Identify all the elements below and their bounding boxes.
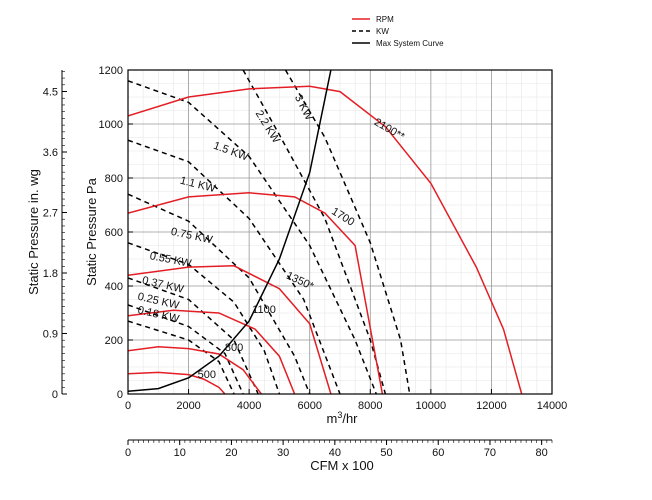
- rpm-curve-label: 1350*: [284, 270, 316, 293]
- system-curve: [128, 70, 332, 393]
- legend-label: KW: [376, 27, 389, 36]
- kw-curve-label: 3 KW: [292, 93, 315, 123]
- kw-curve-label: 2.2 KW: [253, 108, 283, 145]
- rpm-curve-label: 2100**: [372, 116, 407, 143]
- x-tick-label: 2000: [176, 400, 200, 412]
- rpm-curve-label: 1100: [252, 304, 276, 316]
- secondary-y-tick-label: 4.5: [43, 87, 58, 99]
- rpm-curve: [128, 309, 296, 394]
- plot-frame: [127, 69, 553, 395]
- rpm-curve: [128, 192, 384, 394]
- y-axis-title: Static Pressure Pa: [84, 177, 99, 285]
- y-tick-label: 1200: [99, 65, 123, 77]
- x-axis-title: m3/hrm³/hr: [326, 410, 358, 426]
- y-tick-label: 600: [105, 227, 123, 239]
- y-tick-label: 1000: [99, 119, 123, 131]
- secondary-y-tick-label: 0.9: [43, 329, 58, 341]
- kw-curve: [128, 277, 259, 394]
- y-tick-label: 0: [117, 389, 123, 401]
- legend-label: Max System Curve: [376, 39, 444, 48]
- kw-curve: [284, 70, 411, 394]
- y-tick-label: 200: [105, 335, 123, 347]
- x-tick-label: 6000: [297, 400, 321, 412]
- y-tick-label: 400: [105, 281, 123, 293]
- rpm-curve-label: 500: [198, 369, 216, 381]
- legend-label: RPM: [376, 15, 394, 24]
- kw-curve: [128, 139, 341, 394]
- rpm-curve-label: 800: [225, 342, 243, 354]
- secondary-x-tick-label: 10: [174, 447, 186, 459]
- x-tick-label: 10000: [416, 400, 447, 412]
- kw-curve-label: 1.5 KW: [212, 140, 251, 164]
- secondary-y-tick-label: 1.8: [43, 268, 58, 280]
- kw-curve-label: 0.55 KW: [149, 250, 193, 270]
- secondary-y-tick-label: 3.6: [43, 147, 58, 159]
- secondary-x-axis-title: CFM x 100: [310, 458, 374, 473]
- secondary-x-tick-label: 70: [484, 447, 496, 459]
- x-tick-label: 14000: [537, 400, 568, 412]
- secondary-x-tick-label: 80: [536, 447, 548, 459]
- secondary-x-tick-label: 30: [277, 447, 289, 459]
- y-tick-label: 800: [105, 173, 123, 185]
- kw-curve: [128, 193, 311, 394]
- rpm-curve: [128, 346, 262, 394]
- x-tick-label: 0: [125, 400, 131, 412]
- x-tick-label: 8000: [358, 400, 382, 412]
- x-tick-label: 4000: [237, 400, 261, 412]
- secondary-y-tick-label: 0: [52, 389, 58, 401]
- secondary-x-tick-label: 50: [380, 447, 392, 459]
- secondary-x-tick-label: 40: [329, 447, 341, 459]
- secondary-y-tick-label: 2.7: [43, 208, 58, 220]
- secondary-x-tick-label: 60: [432, 447, 444, 459]
- rpm-curve-label: 1700: [329, 205, 356, 228]
- kw-curve-label: 0.75 KW: [170, 226, 214, 247]
- secondary-x-tick-label: 20: [225, 447, 237, 459]
- secondary-x-tick-label: 0: [125, 447, 131, 459]
- secondary-y-axis-title: Static Pressure in. wg: [26, 169, 41, 295]
- rpm-curve: [128, 265, 332, 394]
- rpm-curve: [128, 371, 226, 394]
- rpm-curve: [128, 85, 523, 394]
- kw-curve: [128, 80, 377, 394]
- x-tick-label: 12000: [476, 400, 507, 412]
